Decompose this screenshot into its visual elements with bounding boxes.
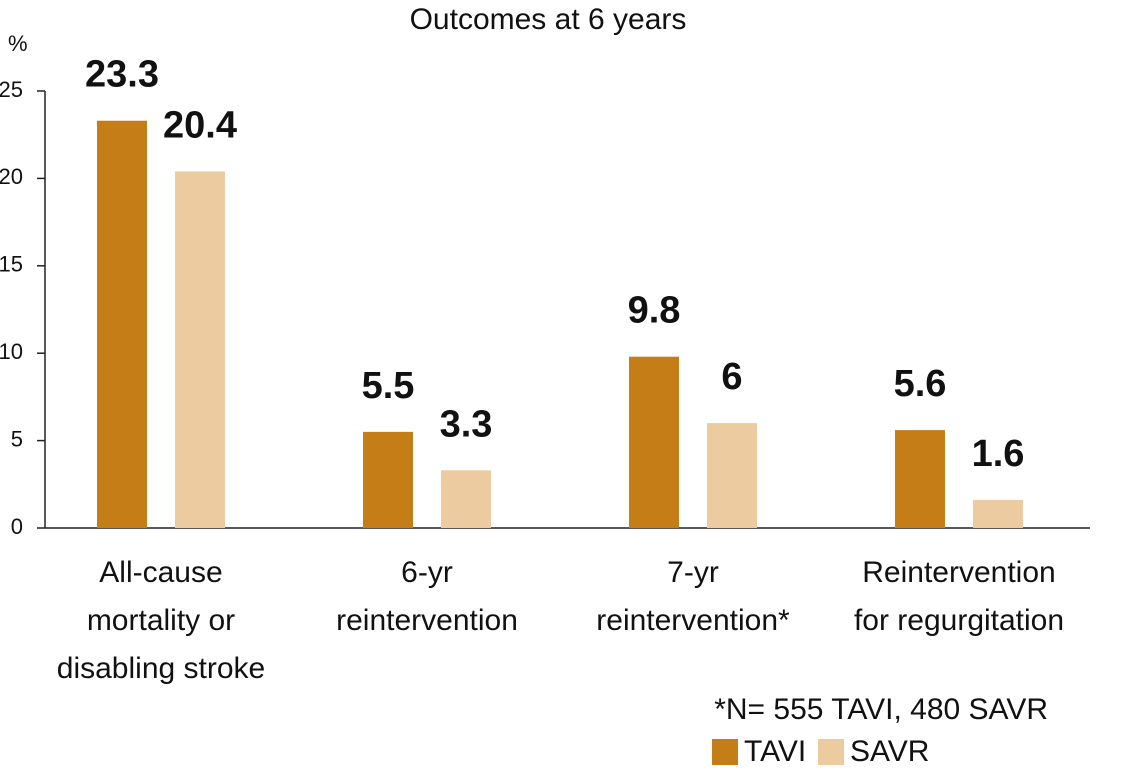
bar: [629, 356, 679, 528]
y-tick-label: 10: [0, 339, 23, 364]
y-tick-label: 15: [0, 252, 23, 277]
value-label: 20.4: [163, 104, 237, 146]
footnote: *N= 555 TAVI, 480 SAVR: [714, 693, 1048, 726]
bar: [97, 120, 147, 528]
y-axis-label: %: [8, 31, 28, 56]
bar: [973, 500, 1023, 528]
bar: [175, 171, 225, 528]
x-tick-label: 6-yr: [401, 556, 453, 589]
chart-title: Outcomes at 6 years: [410, 3, 687, 36]
x-tick-label: for regurgitation: [854, 604, 1064, 637]
value-label: 6: [721, 356, 742, 398]
legend-label: SAVR: [850, 735, 929, 768]
legend-swatch: [712, 739, 738, 765]
x-tick-label: 7-yr: [667, 556, 719, 589]
bar: [707, 423, 757, 528]
value-label: 3.3: [440, 403, 493, 445]
y-tick-label: 5: [11, 426, 23, 451]
x-tick-label: reintervention: [336, 604, 518, 637]
value-label: 9.8: [628, 290, 681, 332]
x-tick-label: disabling stroke: [57, 652, 265, 685]
y-tick-label: 25: [0, 77, 23, 102]
y-tick-label: 0: [11, 514, 23, 539]
value-label: 1.6: [972, 433, 1025, 475]
x-tick-label: mortality or: [87, 604, 235, 637]
legend-label: TAVI: [744, 735, 806, 768]
x-tick-label: All-cause: [99, 556, 222, 589]
y-tick-label: 20: [0, 164, 23, 189]
bar: [363, 431, 413, 528]
x-tick-label: Reintervention: [862, 556, 1055, 589]
bar: [895, 430, 945, 528]
bar: [441, 470, 491, 528]
x-tick-label: reintervention*: [596, 604, 790, 637]
value-label: 23.3: [85, 54, 159, 96]
legend-swatch: [818, 739, 844, 765]
value-label: 5.6: [894, 363, 947, 405]
value-label: 5.5: [362, 365, 415, 407]
